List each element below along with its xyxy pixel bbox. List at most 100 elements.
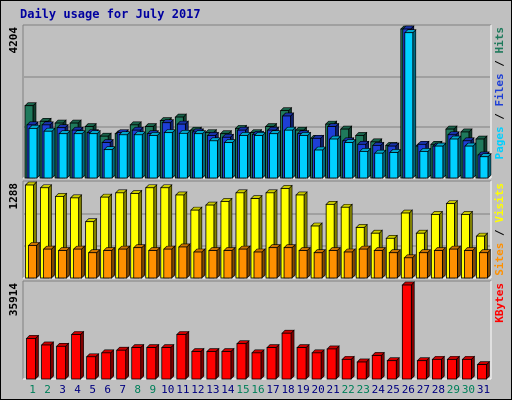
pages-bar-day-11-face [178,132,188,179]
sites-bar-day-15 [238,245,251,279]
day-label-26: 26 [402,383,415,396]
sites-bar-day-21-side [336,246,341,279]
pages-bar-day-24 [374,149,387,179]
day-label-30: 30 [462,383,475,396]
pages-bar-day-8 [133,131,146,179]
sites-bar-day-11-side [186,243,191,279]
day-label-21: 21 [327,383,340,396]
pages-bar-day-1-face [28,127,38,179]
kbytes-bar-day-9 [146,343,160,380]
pages-bar-day-28 [434,142,447,179]
sites-bar-day-28-side [442,246,446,279]
pages-bar-day-12 [193,129,207,179]
kbytes-bar-day-23-side [365,358,370,380]
kbytes-bar-day-30-side [471,355,475,380]
pages-bar-day-17 [268,129,282,179]
kbytes-bar-day-4-face [71,334,81,380]
sites-bar-day-5-side [96,249,100,279]
pages-bar-day-3 [58,129,71,179]
pages-bar-day-10-side [171,128,176,179]
kbytes-bar-day-16 [251,349,265,380]
kbytes-bar-day-20-side [320,349,325,380]
kbytes-bar-day-10 [161,343,175,380]
kbytes-bar-day-9-side [155,343,160,380]
pages-bar-day-6 [103,145,116,179]
pages-bar-day-10 [163,128,177,179]
kbytes-bar-day-6-face [101,352,112,380]
kbytes-bar-day-12-face [191,351,202,380]
sites-bar-day-23-side [366,245,371,279]
sites-bar-day-14-face [223,250,233,279]
pages-bar-day-22-face [344,142,354,179]
sites-bar-day-1-side [36,241,40,279]
sites-bar-day-20-face [313,252,323,279]
legend-hits: Hits [493,27,506,54]
sites-bar-day-22-side [351,248,356,279]
panel-1-legend: Pages / Files / Hits [493,27,506,160]
pages-bar-day-18-side [292,126,296,179]
sites-bar-day-2-face [43,248,52,279]
kbytes-bar-day-18 [281,329,295,380]
day-label-29: 29 [447,383,460,396]
kbytes-bar-day-27-face [416,360,427,380]
sites-bar-day-31-face [479,252,488,279]
sites-bar-day-12-side [201,248,206,279]
sites-bar-day-16 [253,248,266,279]
sites-bar-day-30-face [464,250,473,279]
day-label-27: 27 [417,383,430,396]
kbytes-bar-day-3-face [56,345,66,380]
sites-bar-day-27-side [427,249,431,279]
sites-bar-day-3 [57,246,71,279]
pages-bar-day-14 [223,138,237,179]
sites-bar-day-4-side [81,245,85,279]
sites-bar-day-18 [283,243,296,279]
sites-bar-day-27-face [418,252,428,279]
day-label-20: 20 [312,383,325,396]
pages-bar-day-13-side [217,137,221,179]
kbytes-bar-day-12-side [200,347,205,380]
kbytes-bar-day-22 [341,355,355,380]
panel-3-ymax-label: 35914 [7,283,20,316]
kbytes-bar-day-21-side [335,345,340,380]
day-label-2: 2 [44,383,51,396]
pages-bar-day-30 [464,142,477,179]
sites-bar-day-12-face [193,251,203,279]
sites-bar-day-9-face [148,250,158,279]
pages-bar-day-11-side [187,129,191,179]
pages-bar-day-15-face [239,135,248,179]
pages-bar-day-20-face [314,149,324,179]
sites-bar-day-10-face [163,248,173,279]
pages-bar-day-14-face [224,142,233,179]
kbytes-bar-day-10-face [161,347,172,380]
kbytes-bar-day-23-face [356,361,367,380]
sites-bar-day-20-side [321,249,326,279]
pages-bar-day-4-face [73,133,83,179]
kbytes-bar-day-24-side [380,351,385,380]
day-label-4: 4 [74,383,81,396]
sites-bar-day-13-side [216,246,221,279]
sites-bar-day-18-face [283,247,293,279]
kbytes-bar-day-27 [416,356,431,380]
pages-bar-day-24-side [382,149,387,179]
kbytes-bar-day-14-face [221,351,232,380]
sites-bar-day-19-side [306,246,311,279]
panel-2-legend: Sites / Visits [493,183,506,276]
kbytes-bar-day-13-side [215,347,220,380]
kbytes-bar-day-11-face [176,334,187,380]
kbytes-bar-day-27-side [426,356,430,380]
pages-bar-day-15-side [247,131,251,179]
sites-bar-day-2-side [51,245,55,279]
kbytes-bar-day-28 [431,355,446,380]
pages-bar-day-12-face [193,133,203,179]
kbytes-bar-day-13 [206,347,220,380]
pages-bar-day-29-side [457,135,462,179]
pages-bar-day-9-face [148,135,158,179]
sites-bar-day-27 [418,249,432,279]
pages-bar-day-20-side [322,146,326,179]
kbytes-bar-day-6-side [110,349,114,380]
kbytes-bar-day-8 [131,343,145,380]
kbytes-bar-day-19-side [305,343,310,380]
kbytes-bar-day-10-side [170,343,175,380]
pages-bar-day-13-face [208,140,218,179]
sites-bar-day-26 [403,254,417,279]
